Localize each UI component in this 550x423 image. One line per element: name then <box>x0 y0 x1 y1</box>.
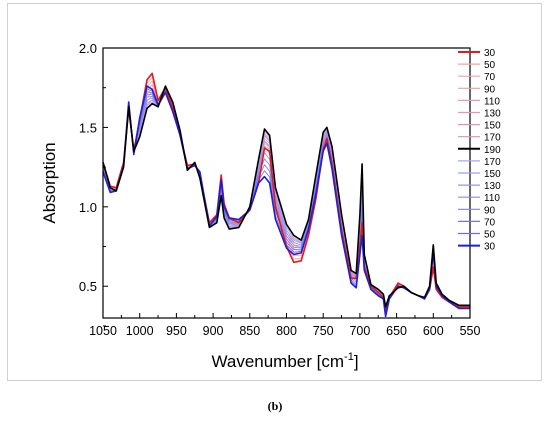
legend-label: 90 <box>484 205 496 216</box>
figure-caption: (b) <box>267 399 283 413</box>
legend-label: 90 <box>484 84 496 95</box>
legend-label: 150 <box>484 169 501 180</box>
figure-frame <box>7 3 542 381</box>
series-line-150 <box>102 87 470 310</box>
x-axis-label-superscript: -1 <box>344 351 354 363</box>
legend-label: 70 <box>484 217 496 228</box>
x-axis-label: Wavenumber [cm-1] <box>211 351 358 371</box>
x-tick-label: 1050 <box>89 324 117 338</box>
legend-label: 110 <box>484 96 500 107</box>
x-tick-label: 600 <box>423 324 444 338</box>
series-line-150 <box>102 86 470 309</box>
series-line-90 <box>102 89 470 314</box>
series-line-30 <box>102 85 470 318</box>
legend-label: 110 <box>484 193 500 204</box>
y-tick-label: 0.5 <box>79 279 97 294</box>
y-tick-label: 1.0 <box>79 200 97 215</box>
series-line-190 <box>102 85 470 308</box>
series-lines <box>102 72 470 318</box>
legend-label: 50 <box>484 60 496 71</box>
series-line-70 <box>102 80 470 312</box>
x-tick-label: 950 <box>166 324 187 338</box>
x-tick-label: 800 <box>276 324 297 338</box>
y-tick-label: 1.5 <box>79 120 97 135</box>
series-line-70 <box>102 90 470 315</box>
plot-area-border <box>102 47 471 319</box>
legend-label: 30 <box>484 48 496 59</box>
series-line-170 <box>102 86 470 309</box>
legend-label: 170 <box>484 157 501 168</box>
legend-label: 50 <box>484 230 496 241</box>
x-axis-label-main: Wavenumber [cm <box>211 352 344 371</box>
legend-label: 190 <box>484 145 501 156</box>
x-tick-label: 900 <box>203 324 224 338</box>
series-line-130 <box>102 88 470 311</box>
series-line-50 <box>102 76 470 313</box>
legend-label: 130 <box>484 109 501 120</box>
series-line-90 <box>102 84 470 312</box>
x-axis-ticks: 1050 1000 950 900 850 800 750 700 650 600 550 <box>89 313 480 338</box>
x-tick-label: 700 <box>349 324 370 338</box>
series-line-110 <box>102 86 470 311</box>
x-tick-label: 850 <box>239 324 260 338</box>
y-tick-label: 2.0 <box>79 41 97 56</box>
x-tick-label: 1000 <box>126 324 154 338</box>
legend-label: 70 <box>484 72 496 83</box>
legend-label: 30 <box>484 242 496 253</box>
x-tick-label: 750 <box>313 324 334 338</box>
legend-label: 150 <box>484 121 501 132</box>
series-line-50 <box>102 88 470 316</box>
x-tick-label: 650 <box>386 324 407 338</box>
series-line-110 <box>102 88 470 312</box>
x-axis-label-close: ] <box>354 352 359 371</box>
y-axis-label: Absorption <box>40 142 59 223</box>
series-line-30 <box>102 72 470 314</box>
legend: 3050709011013015017019017015013011090705… <box>458 48 501 253</box>
legend-label: 170 <box>484 133 501 144</box>
y-axis-ticks: 0.5 1.0 1.5 2.0 <box>79 41 108 327</box>
series-line-170 <box>102 85 470 309</box>
legend-label: 130 <box>484 181 501 192</box>
x-tick-label: 550 <box>460 324 481 338</box>
series-line-130 <box>102 86 470 310</box>
